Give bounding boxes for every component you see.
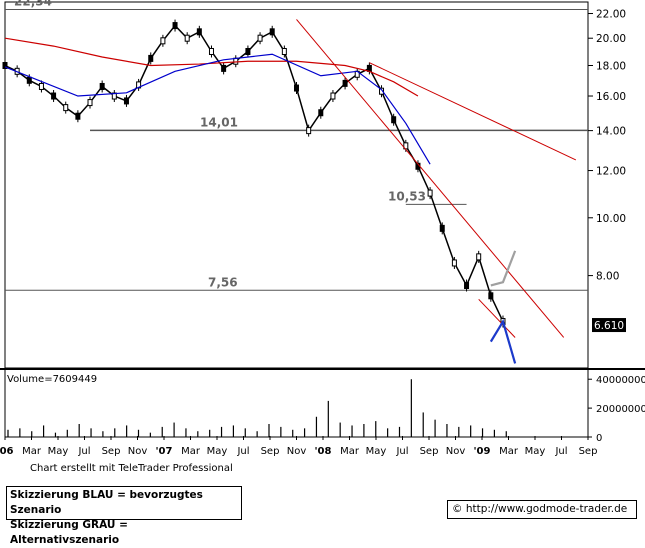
- price-candle: [269, 28, 275, 36]
- x-tick-label: Jul: [395, 446, 408, 457]
- scenario-sketch: [490, 250, 517, 287]
- price-candle: [330, 92, 336, 100]
- x-tick-label: Jul: [77, 446, 90, 457]
- price-candle: [196, 28, 202, 36]
- x-tick-label: '07: [156, 446, 173, 457]
- price-candle: [427, 189, 433, 197]
- trend-line: [296, 19, 565, 338]
- price-candle: [148, 54, 154, 62]
- price-candle: [38, 82, 44, 90]
- trend-line: [478, 298, 516, 338]
- y-tick-label: 22.00: [596, 9, 626, 21]
- price-candle: [257, 34, 263, 42]
- x-tick-label: Nov: [287, 446, 307, 457]
- price-candle: [464, 281, 470, 289]
- moving-average-line: [4, 37, 419, 97]
- x-tick-label: '09: [474, 446, 491, 457]
- price-candle: [281, 47, 287, 55]
- y-tick-label: 12.00: [596, 166, 626, 178]
- support-level-label: 22,34: [14, 0, 52, 9]
- source-url[interactable]: © http://www.godmode-trader.de: [447, 500, 637, 519]
- x-tick-label: '08: [315, 446, 332, 457]
- price-series-line: [4, 24, 504, 322]
- x-tick-label: Jul: [236, 446, 249, 457]
- volume-label: Volume=7609449: [7, 374, 97, 385]
- x-tick-label: Sep: [579, 446, 598, 457]
- x-tick-label: Sep: [420, 446, 439, 457]
- support-level-label: 10,53: [388, 189, 426, 203]
- legend-blue-scenario: Skizzierung BLAU = bevorzugtes Szenario: [10, 489, 203, 516]
- price-panel-frame: [4, 1, 589, 369]
- price-candle: [87, 99, 93, 107]
- support-level-label: 7,56: [208, 275, 238, 289]
- y-tick-label: 10.00: [596, 213, 626, 225]
- volume-tick-label: 0: [596, 433, 602, 444]
- legend-grey-scenario: Skizzierung GRAU = Alternativszenario: [10, 519, 128, 546]
- price-candle: [294, 84, 299, 92]
- x-tick-label: May: [366, 446, 387, 457]
- y-tick-label: 20.00: [596, 33, 626, 45]
- x-tick-label: Mar: [340, 446, 360, 457]
- price-candle: [391, 116, 397, 124]
- y-tick-label: 18.00: [596, 61, 626, 73]
- price-candle: [99, 82, 105, 90]
- price-candle: [26, 76, 32, 84]
- price-candle: [342, 79, 348, 87]
- price-candle: [160, 37, 166, 45]
- price-candle: [439, 224, 445, 232]
- price-candle: [63, 104, 69, 112]
- price-candle: [221, 64, 227, 72]
- price-candle: [208, 47, 214, 55]
- chart-credit: Chart erstellt mit TeleTrader Profession…: [30, 463, 233, 474]
- price-candle: [306, 127, 312, 135]
- last-price-box: [592, 318, 626, 333]
- x-tick-label: May: [48, 446, 69, 457]
- x-tick-label: Sep: [261, 446, 280, 457]
- x-tick-label: Mar: [22, 446, 42, 457]
- scenario-sketch: [489, 318, 517, 364]
- x-tick-label: Nov: [128, 446, 148, 457]
- price-candle: [476, 253, 482, 261]
- scenario-legend: Skizzierung BLAU = bevorzugtes Szenario …: [6, 486, 242, 546]
- x-tick-label: Jul: [554, 446, 567, 457]
- y-tick-label: 14.00: [596, 126, 626, 138]
- x-tick-label: Sep: [102, 446, 121, 457]
- volume-tick-label: 20000000: [596, 404, 645, 415]
- price-candle: [172, 22, 178, 30]
- support-level-label: 14,01: [200, 115, 238, 129]
- volume-tick-label: 40000000: [596, 375, 645, 386]
- price-candle: [318, 109, 324, 117]
- stock-chart: 22.00 20.00 18.00 16.00 14.00 12.00 10.00 8.00 '…: [0, 0, 645, 457]
- x-tick-label: Mar: [181, 446, 201, 457]
- moving-average-line: [4, 53, 431, 165]
- price-candle: [451, 259, 457, 267]
- x-tick-label: Mar: [499, 446, 519, 457]
- price-candle: [379, 87, 385, 95]
- price-candle: [51, 92, 57, 100]
- price-candle: [2, 62, 8, 70]
- price-candle: [245, 47, 251, 55]
- trend-line: [369, 62, 577, 161]
- y-tick-label: 16.00: [596, 91, 626, 103]
- price-candle: [488, 292, 494, 300]
- price-candle: [123, 97, 129, 105]
- x-tick-label: Nov: [446, 446, 466, 457]
- price-candle: [75, 112, 81, 120]
- last-price-label: 6.610: [594, 320, 624, 332]
- price-candle: [184, 34, 190, 42]
- x-tick-label: May: [525, 446, 546, 457]
- x-tick-label: '06: [0, 446, 14, 457]
- y-tick-label: 8.00: [596, 271, 619, 283]
- x-tick-label: May: [207, 446, 228, 457]
